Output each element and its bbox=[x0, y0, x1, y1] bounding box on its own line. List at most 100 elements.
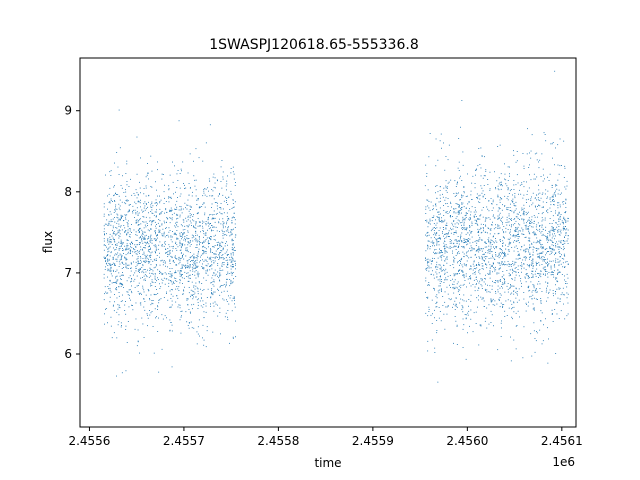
data-point bbox=[447, 275, 449, 277]
data-point bbox=[154, 246, 156, 248]
data-point bbox=[435, 185, 437, 187]
data-point bbox=[205, 221, 207, 222]
data-point bbox=[107, 238, 109, 240]
data-point bbox=[540, 270, 542, 272]
data-point bbox=[136, 244, 138, 246]
data-point bbox=[127, 253, 129, 255]
data-point bbox=[235, 182, 236, 183]
data-point bbox=[463, 247, 465, 249]
data-point bbox=[163, 233, 165, 234]
data-point bbox=[460, 236, 462, 237]
data-point bbox=[213, 273, 215, 275]
data-point bbox=[231, 208, 233, 209]
data-point bbox=[154, 282, 156, 283]
data-point bbox=[167, 256, 169, 257]
data-point bbox=[146, 223, 148, 224]
data-point bbox=[513, 250, 515, 252]
data-point bbox=[188, 309, 190, 310]
data-point bbox=[121, 245, 122, 247]
data-point bbox=[107, 276, 108, 278]
data-point bbox=[151, 203, 153, 204]
data-point bbox=[473, 265, 475, 267]
data-point bbox=[430, 237, 432, 239]
data-point bbox=[133, 248, 135, 250]
data-point bbox=[114, 294, 115, 295]
data-point bbox=[162, 273, 164, 275]
data-point bbox=[558, 218, 560, 220]
data-point bbox=[504, 251, 505, 253]
data-point bbox=[536, 332, 538, 334]
data-point bbox=[438, 264, 440, 266]
data-point bbox=[463, 192, 465, 194]
data-point bbox=[466, 239, 468, 241]
data-point bbox=[495, 227, 497, 229]
data-point bbox=[499, 239, 501, 240]
data-point bbox=[195, 232, 197, 234]
data-point bbox=[483, 228, 484, 230]
data-point bbox=[200, 242, 202, 243]
data-point bbox=[545, 262, 547, 264]
data-point bbox=[566, 283, 568, 284]
data-point bbox=[178, 256, 180, 258]
data-point bbox=[482, 216, 484, 218]
data-point bbox=[114, 200, 115, 201]
data-point bbox=[487, 232, 488, 234]
data-point bbox=[461, 240, 463, 241]
data-point bbox=[543, 324, 544, 326]
data-point bbox=[176, 244, 178, 246]
data-point bbox=[499, 144, 501, 146]
data-point bbox=[458, 223, 459, 225]
data-point bbox=[229, 297, 231, 299]
data-point bbox=[154, 238, 156, 240]
data-point bbox=[546, 271, 548, 272]
data-point bbox=[446, 187, 448, 189]
data-point bbox=[536, 237, 538, 239]
data-point bbox=[180, 316, 182, 318]
data-point bbox=[455, 203, 457, 204]
data-point bbox=[179, 319, 181, 321]
data-point bbox=[510, 287, 511, 289]
data-point bbox=[195, 270, 197, 271]
data-point bbox=[559, 204, 561, 206]
data-point bbox=[443, 264, 444, 266]
data-point bbox=[521, 285, 522, 287]
data-point bbox=[428, 306, 430, 308]
data-point bbox=[530, 246, 532, 248]
data-point bbox=[450, 201, 451, 203]
data-point bbox=[540, 300, 542, 301]
data-point bbox=[143, 260, 145, 262]
data-point bbox=[495, 238, 496, 239]
data-point bbox=[458, 252, 460, 254]
data-point bbox=[219, 255, 220, 257]
data-point bbox=[436, 227, 438, 229]
data-point bbox=[514, 193, 516, 194]
data-point bbox=[440, 238, 441, 240]
data-point bbox=[499, 201, 501, 203]
data-point bbox=[202, 227, 204, 229]
data-point bbox=[184, 229, 186, 230]
data-point bbox=[156, 260, 157, 261]
data-point bbox=[143, 298, 145, 299]
data-point bbox=[213, 218, 215, 220]
data-point bbox=[561, 220, 563, 222]
data-point bbox=[445, 197, 447, 199]
data-point bbox=[196, 239, 198, 241]
data-point bbox=[555, 185, 556, 187]
data-point bbox=[509, 207, 511, 208]
data-point bbox=[446, 211, 448, 212]
data-point bbox=[445, 250, 447, 252]
data-point bbox=[468, 305, 469, 307]
data-point bbox=[478, 282, 480, 284]
data-point bbox=[463, 277, 465, 279]
data-point bbox=[198, 281, 200, 282]
data-point bbox=[495, 254, 497, 256]
data-point bbox=[565, 222, 567, 223]
data-point bbox=[494, 259, 496, 260]
data-point bbox=[188, 194, 190, 196]
data-point bbox=[230, 261, 232, 263]
data-point bbox=[519, 224, 521, 226]
data-point bbox=[533, 247, 535, 249]
data-point bbox=[534, 338, 536, 339]
data-point bbox=[540, 320, 542, 322]
data-point bbox=[487, 284, 488, 286]
